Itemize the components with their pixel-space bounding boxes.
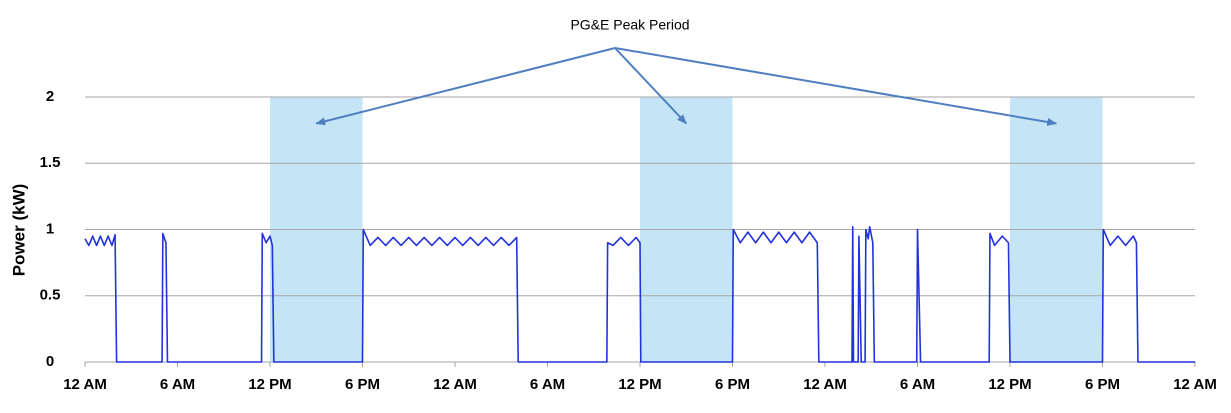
x-tick-label: 6 PM [1085, 376, 1120, 393]
x-tick-label: 6 AM [160, 376, 195, 393]
x-tick-label: 12 AM [803, 376, 847, 393]
annotation-arrow [315, 47, 616, 126]
y-tick-label: 2 [46, 88, 54, 105]
x-tick-label: 12 AM [63, 376, 107, 393]
x-tick-label: 6 AM [900, 376, 935, 393]
annotation-arrow [614, 47, 687, 125]
power-line [84, 226, 1195, 363]
annotation: PG&E Peak Period [570, 17, 689, 33]
y-tick-label: 0.5 [40, 287, 61, 304]
x-tick-label: 12 AM [433, 376, 477, 393]
y-tick-label: 1 [46, 220, 54, 237]
x-tick-label: 12 PM [988, 376, 1031, 393]
x-tick-label: 6 PM [345, 376, 380, 393]
annotation-arrow [614, 47, 1058, 126]
x-tick-label: 6 AM [530, 376, 565, 393]
x-tick-label: 12 PM [618, 376, 661, 393]
x-tick-label: 12 PM [248, 376, 291, 393]
x-tick-label: 12 AM [1173, 376, 1217, 393]
y-tick-label: 1.5 [40, 154, 61, 171]
y-axis-label: Power (kW) [9, 184, 28, 277]
x-tick-label: 6 PM [715, 376, 750, 393]
y-tick-label: 0 [46, 353, 54, 370]
